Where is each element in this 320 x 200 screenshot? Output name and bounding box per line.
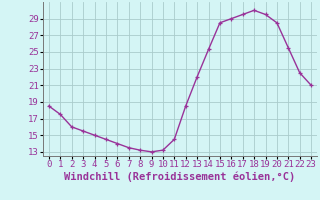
X-axis label: Windchill (Refroidissement éolien,°C): Windchill (Refroidissement éolien,°C) — [64, 172, 296, 182]
